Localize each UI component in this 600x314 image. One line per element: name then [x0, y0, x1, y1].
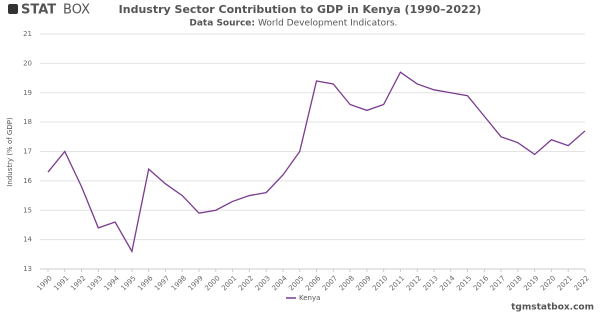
- x-tick-label: 2010: [371, 274, 389, 292]
- logo-light: BOX: [63, 3, 90, 18]
- x-tick-label: 1993: [86, 274, 104, 292]
- source-label: Data Source:: [189, 19, 255, 29]
- y-tick-label: 21: [23, 30, 32, 38]
- x-tick-label: 1998: [170, 274, 188, 292]
- source: World Development Indicators.: [258, 19, 397, 29]
- x-tick-label: 2012: [405, 274, 423, 292]
- x-tick-label: 1992: [69, 274, 87, 292]
- data-line: [47, 71, 586, 254]
- x-tick-label: 2009: [354, 274, 372, 292]
- x-tick-label: 2005: [287, 274, 305, 292]
- x-tick-label: 1997: [153, 274, 171, 292]
- y-tick-label: 14: [23, 236, 32, 244]
- x-tick-label: 2014: [438, 274, 457, 293]
- x-tick-label: 2017: [489, 274, 507, 292]
- y-tick-label: 20: [23, 59, 32, 67]
- x-tick-label: 2018: [505, 274, 523, 292]
- y-tick-label: 15: [23, 206, 32, 214]
- x-tick-label: 2003: [254, 274, 272, 292]
- x-tick-label: 2011: [388, 274, 406, 292]
- legend-label: Kenya: [299, 294, 320, 302]
- x-tick-label: 2013: [422, 274, 440, 292]
- x-tick-label: 2002: [237, 274, 255, 292]
- x-tick-label: 2006: [304, 274, 323, 293]
- footer: tgmstatbox.com: [511, 303, 594, 313]
- y-tick-label: 13: [23, 265, 32, 273]
- x-tick-label: 2020: [539, 274, 557, 292]
- x-tick-label: 2015: [455, 274, 473, 292]
- x-tick-label: 1999: [187, 274, 205, 292]
- x-tick-label: 2016: [472, 274, 491, 293]
- y-tick-label: 18: [23, 118, 32, 126]
- y-axis-label: Industry (% of GDP): [6, 117, 14, 187]
- x-tick-label: 2007: [321, 274, 339, 292]
- x-tick-label: 2004: [271, 274, 290, 293]
- logo-icon: [8, 4, 18, 14]
- chart-title: Industry Sector Contribution to GDP in K…: [119, 3, 482, 16]
- x-tick-label: 1990: [36, 274, 54, 292]
- x-tick-label: 1991: [52, 274, 70, 292]
- x-tick-label: 2008: [338, 274, 356, 292]
- x-tick-label: 1996: [136, 274, 155, 293]
- x-tick-label: 2000: [203, 274, 221, 292]
- x-tick-label: 1995: [119, 274, 137, 292]
- logo-bold: STAT: [21, 3, 56, 18]
- y-tick-label: 17: [23, 148, 32, 156]
- x-tick-label: 1994: [103, 274, 122, 293]
- x-tick-label: 2019: [522, 274, 540, 292]
- x-tick-label: 2021: [556, 274, 574, 292]
- x-tick-label: 2022: [573, 274, 591, 292]
- x-tick-label: 2001: [220, 274, 238, 292]
- y-tick-label: 16: [23, 177, 32, 185]
- y-tick-label: 19: [23, 89, 32, 97]
